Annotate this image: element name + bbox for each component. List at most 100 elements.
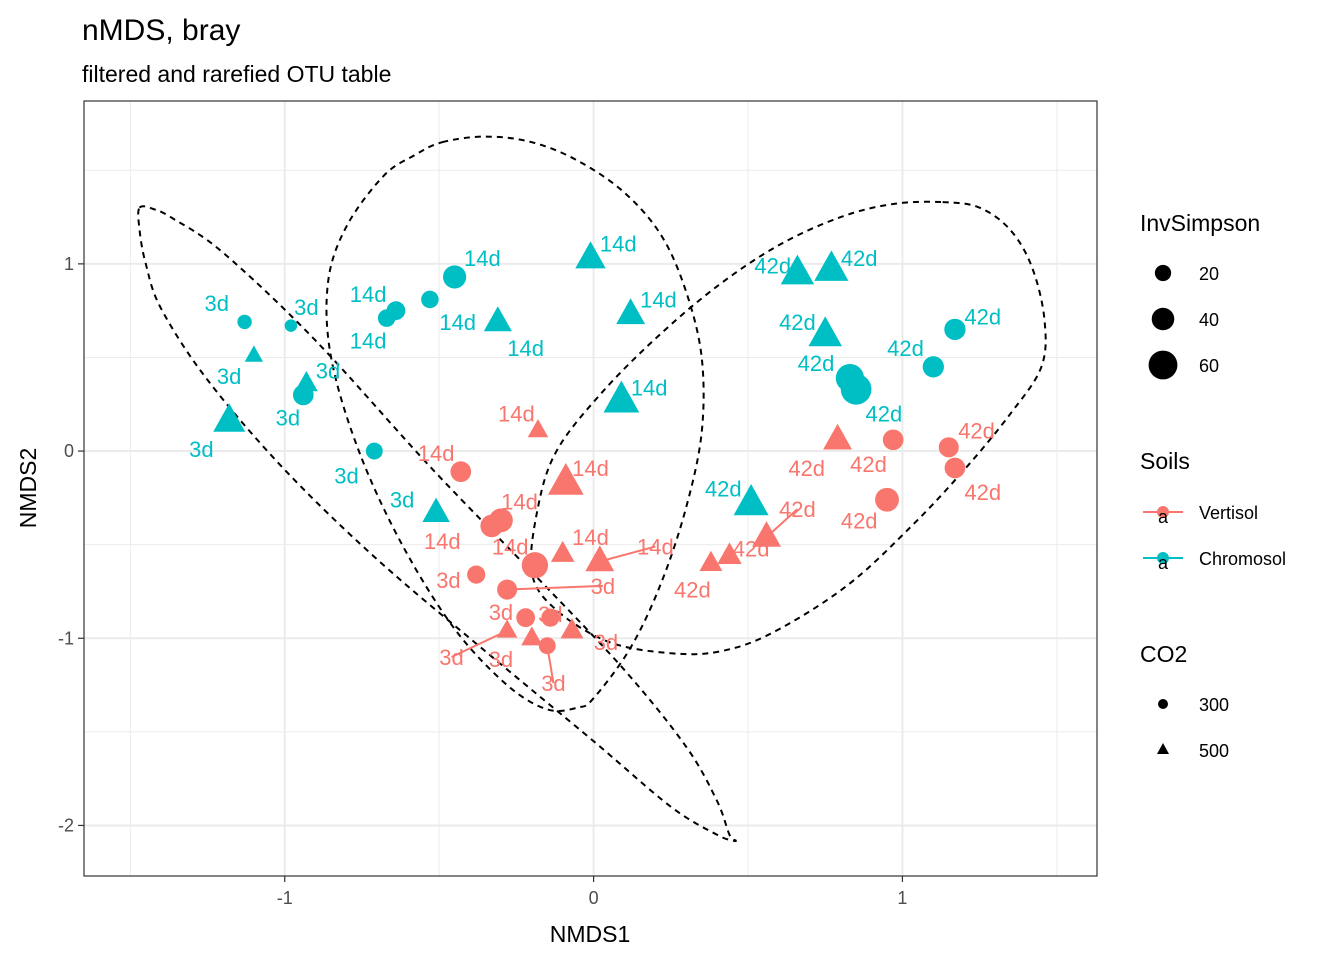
legend-invsimpson-title: InvSimpson: [1140, 210, 1260, 236]
y-axis-title: NMDS2: [15, 448, 41, 529]
point-label: 3d: [591, 574, 615, 599]
legend-soil-point: [1157, 506, 1169, 518]
y-axis-ticks: 1 0 -1 -2: [58, 254, 84, 835]
point-label: 14d: [498, 402, 535, 427]
point-label: 3d: [205, 291, 229, 316]
point-circle: [467, 565, 486, 584]
point-circle: [840, 373, 872, 405]
plot-border: [83, 100, 1098, 877]
point-triangle: [213, 403, 246, 432]
point-triangle: [603, 380, 640, 413]
point-triangle: [547, 463, 584, 495]
point-label: 3d: [189, 437, 213, 462]
point-label: 3d: [538, 602, 562, 627]
point-triangle: [808, 316, 842, 347]
point-label: 42d: [798, 351, 835, 376]
point-label: 42d: [779, 497, 816, 522]
point-circle: [377, 309, 396, 327]
point-circle: [944, 457, 966, 479]
point-label: 14d: [350, 282, 387, 307]
point-label: 14d: [464, 246, 501, 271]
point-label: 3d: [594, 630, 618, 655]
point-triangle: [550, 540, 575, 562]
leader-line: [451, 629, 508, 658]
point-label: 14d: [640, 287, 677, 312]
legend-soils-keys: aa: [1143, 506, 1183, 573]
leader-line: [599, 545, 656, 563]
point-label: 42d: [850, 452, 887, 477]
y-tick-label: -2: [58, 815, 74, 835]
legend-invsimpson-label: 60: [1199, 356, 1219, 376]
point-label: 14d: [572, 525, 609, 550]
legend-co2-circle: [1158, 699, 1168, 709]
ellipse: [325, 135, 705, 712]
chart-subtitle: filtered and rarefied OTU table: [82, 61, 391, 87]
point-triangle: [717, 542, 742, 564]
point-label: 3d: [316, 359, 340, 384]
point-triangle: [814, 250, 849, 281]
point-label: 14d: [350, 329, 387, 354]
point-label: 3d: [390, 488, 414, 513]
legend-soil-glyph: a: [1158, 507, 1169, 527]
point-circle: [284, 319, 298, 332]
point-label: 3d: [489, 600, 513, 625]
legend-soils-title: Soils: [1140, 448, 1190, 474]
x-tick-label: 0: [589, 888, 599, 908]
point-label: 42d: [958, 418, 995, 443]
point-label: 3d: [276, 405, 300, 430]
x-tick-label: 1: [897, 888, 907, 908]
legend-co2-label: 300: [1199, 695, 1229, 715]
point-circle: [497, 579, 518, 600]
point-circle: [421, 290, 439, 309]
point-circle: [516, 608, 536, 628]
point-label: 3d: [436, 568, 460, 593]
point-circle: [521, 552, 549, 579]
x-axis-title: NMDS1: [550, 921, 631, 947]
point-triangle: [752, 521, 781, 547]
legend-invsimpson-label: 40: [1199, 310, 1219, 330]
ellipse: [137, 205, 737, 843]
point-label: 3d: [439, 645, 463, 670]
point-label: 14d: [501, 490, 538, 515]
legend-size-key: [1154, 264, 1172, 282]
point-label: 3d: [541, 671, 565, 696]
point-label: 42d: [866, 402, 903, 427]
point-label: 42d: [964, 480, 1001, 505]
legend-invsimpson-label: 20: [1199, 264, 1219, 284]
point-triangle: [585, 545, 615, 572]
legend-soil-point: [1157, 552, 1169, 564]
chart-title: nMDS, bray: [82, 14, 240, 47]
point-triangle: [483, 306, 512, 332]
point-label: 14d: [424, 529, 461, 554]
y-tick-label: 0: [64, 441, 74, 461]
point-label: 42d: [754, 254, 791, 279]
point-circle: [938, 437, 959, 458]
point-label: 3d: [489, 647, 513, 672]
legend-invsimpson-keys: [1148, 264, 1178, 380]
point-triangle: [575, 241, 606, 269]
point-circle: [450, 461, 472, 482]
legend-size-key: [1151, 307, 1175, 331]
point-circle: [237, 314, 252, 330]
legend: InvSimpson 20 40 60 Soils aa Vertisol Ch…: [1140, 210, 1286, 761]
point-circle: [944, 318, 966, 341]
point-label: 42d: [841, 246, 878, 271]
point-label: 14d: [507, 336, 544, 361]
data-points: [213, 241, 966, 655]
point-triangle: [560, 618, 584, 639]
point-triangle: [699, 550, 723, 571]
point-triangle: [733, 484, 769, 516]
y-tick-label: -1: [58, 628, 74, 648]
point-triangle: [521, 626, 543, 646]
point-circle: [489, 508, 513, 533]
point-label: 42d: [705, 477, 742, 502]
legend-co2-label: 500: [1199, 741, 1229, 761]
point-label: 42d: [841, 508, 878, 533]
point-triangle: [294, 371, 318, 392]
legend-size-key: [1148, 350, 1178, 380]
legend-co2-keys: [1157, 699, 1169, 754]
point-circle: [443, 265, 467, 289]
confidence-ellipses: [137, 135, 1047, 843]
point-circle: [882, 429, 904, 451]
